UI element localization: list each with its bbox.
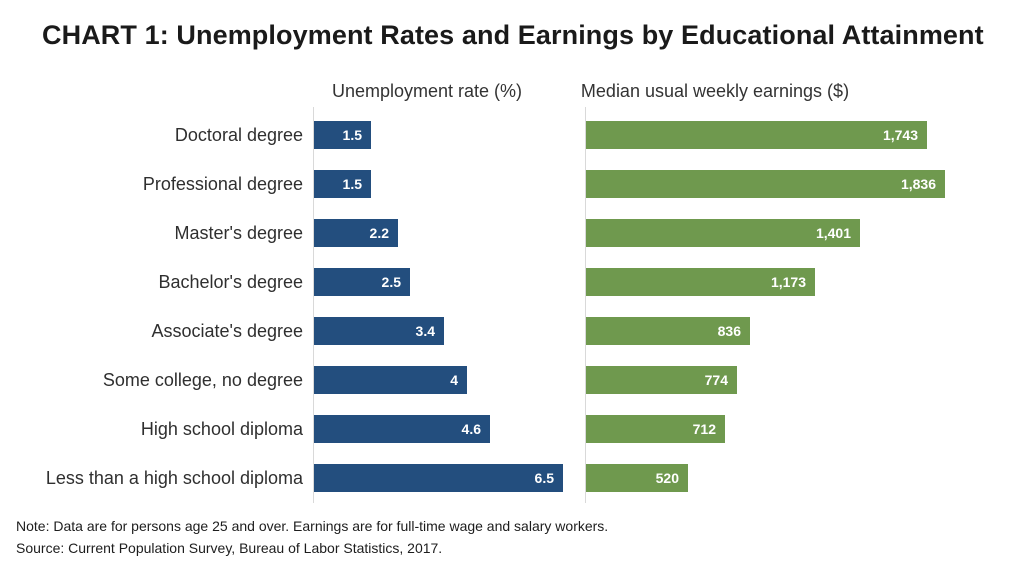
category-label: Doctoral degree — [174, 125, 303, 145]
unemployment-value-label: 4 — [450, 372, 458, 388]
chart-row: Professional degree 1.5 1,836 — [0, 170, 1024, 198]
earnings-value-label: 836 — [717, 323, 741, 339]
unemployment-bar: 6.5 — [314, 464, 563, 492]
earnings-value-label: 1,173 — [770, 274, 806, 290]
earnings-bar: 712 — [586, 415, 725, 443]
unemployment-bar: 2.2 — [314, 219, 398, 247]
earnings-bar: 774 — [586, 366, 737, 394]
note-text: Note: Data are for persons age 25 and ov… — [16, 518, 609, 534]
earnings-value-label: 520 — [655, 470, 679, 486]
category-label: Some college, no degree — [102, 370, 303, 390]
category-label: Associate's degree — [151, 321, 303, 341]
earnings-axis-line — [585, 107, 586, 503]
unemployment-value-label: 3.4 — [415, 323, 435, 339]
chart-row: Associate's degree 3.4 836 — [0, 317, 1024, 345]
unemployment-bar: 3.4 — [314, 317, 444, 345]
earnings-bar: 1,173 — [586, 268, 815, 296]
earnings-bar: 1,743 — [586, 121, 927, 149]
earnings-value-label: 712 — [692, 421, 716, 437]
unemployment-bar: 1.5 — [314, 121, 371, 149]
earnings-bar: 520 — [586, 464, 688, 492]
unemployment-value-label: 6.5 — [534, 470, 554, 486]
unemployment-value-label: 1.5 — [342, 176, 362, 192]
category-label: Master's degree — [174, 223, 304, 243]
chart-row: Doctoral degree 1.5 1,743 — [0, 121, 1024, 149]
earnings-value-label: 1,836 — [900, 176, 936, 192]
unemployment-column-header: Unemployment rate (%) — [331, 81, 523, 101]
earnings-column-header: Median usual weekly earnings ($) — [580, 81, 850, 101]
chart-row: Master's degree 2.2 1,401 — [0, 219, 1024, 247]
chart-title: CHART 1: Unemployment Rates and Earnings… — [42, 20, 984, 50]
chart-notes: Note: Data are for persons age 25 and ov… — [16, 515, 1006, 559]
category-label: Less than a high school diploma — [45, 468, 303, 488]
source-text: Source: Current Population Survey, Burea… — [16, 540, 443, 556]
category-label: Bachelor's degree — [158, 272, 303, 292]
earnings-value-label: 1,401 — [815, 225, 851, 241]
unemployment-value-label: 1.5 — [342, 127, 362, 143]
earnings-bar: 836 — [586, 317, 750, 345]
unemployment-axis-line — [313, 107, 314, 503]
unemployment-bar: 4 — [314, 366, 467, 394]
earnings-bar: 1,836 — [586, 170, 945, 198]
unemployment-value-label: 2.5 — [381, 274, 401, 290]
unemployment-value-label: 2.2 — [369, 225, 389, 241]
chart-row: Some college, no degree 4 774 — [0, 366, 1024, 394]
category-label: Professional degree — [142, 174, 303, 194]
earnings-bar: 1,401 — [586, 219, 860, 247]
unemployment-value-label: 4.6 — [461, 421, 481, 437]
unemployment-bar: 2.5 — [314, 268, 410, 296]
unemployment-bar: 1.5 — [314, 170, 371, 198]
category-label: High school diploma — [140, 419, 303, 439]
chart-row: Bachelor's degree 2.5 1,173 — [0, 268, 1024, 296]
earnings-value-label: 1,743 — [882, 127, 918, 143]
earnings-value-label: 774 — [704, 372, 728, 388]
chart-row: Less than a high school diploma 6.5 520 — [0, 464, 1024, 492]
unemployment-bar: 4.6 — [314, 415, 490, 443]
chart-row: High school diploma 4.6 712 — [0, 415, 1024, 443]
